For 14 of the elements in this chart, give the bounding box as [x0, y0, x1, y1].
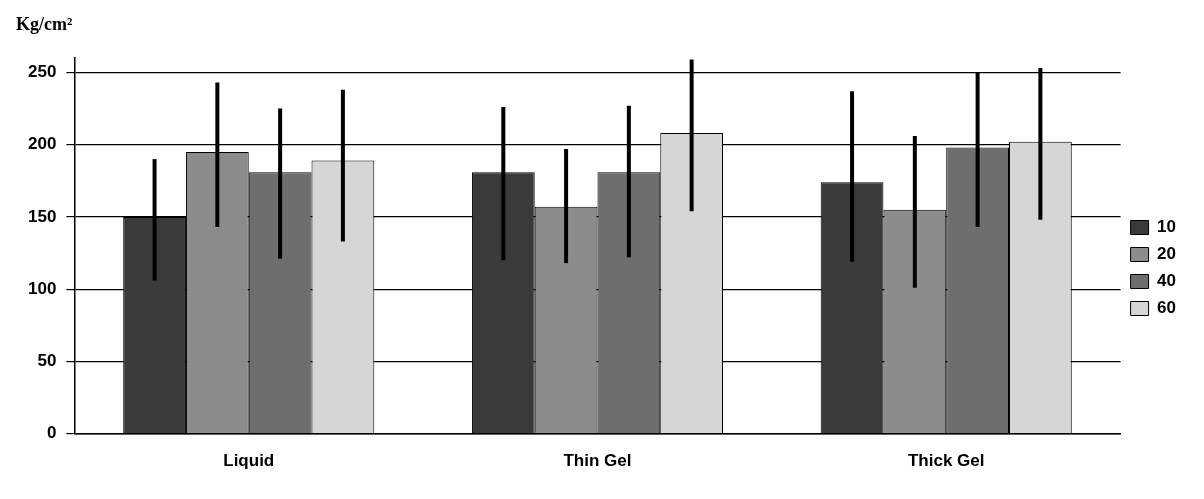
legend-label: 20 — [1157, 244, 1177, 264]
y-tick-label: 0 — [46, 423, 57, 443]
legend-label: 60 — [1157, 298, 1177, 318]
y-tick-label: 200 — [27, 134, 57, 154]
x-tick-label: Thick Gel — [907, 451, 985, 471]
y-tick-label: 50 — [37, 351, 57, 371]
y-tick-label: 150 — [27, 206, 57, 226]
y-tick-label: 100 — [27, 278, 57, 298]
legend-label: 40 — [1157, 271, 1177, 291]
legend-label: 10 — [1157, 217, 1177, 237]
x-tick-label: Thin Gel — [563, 451, 632, 471]
y-tick-label: 250 — [27, 62, 57, 82]
x-tick-label: Liquid — [223, 451, 275, 471]
y-axis-title: Kg/cm² — [16, 13, 73, 34]
